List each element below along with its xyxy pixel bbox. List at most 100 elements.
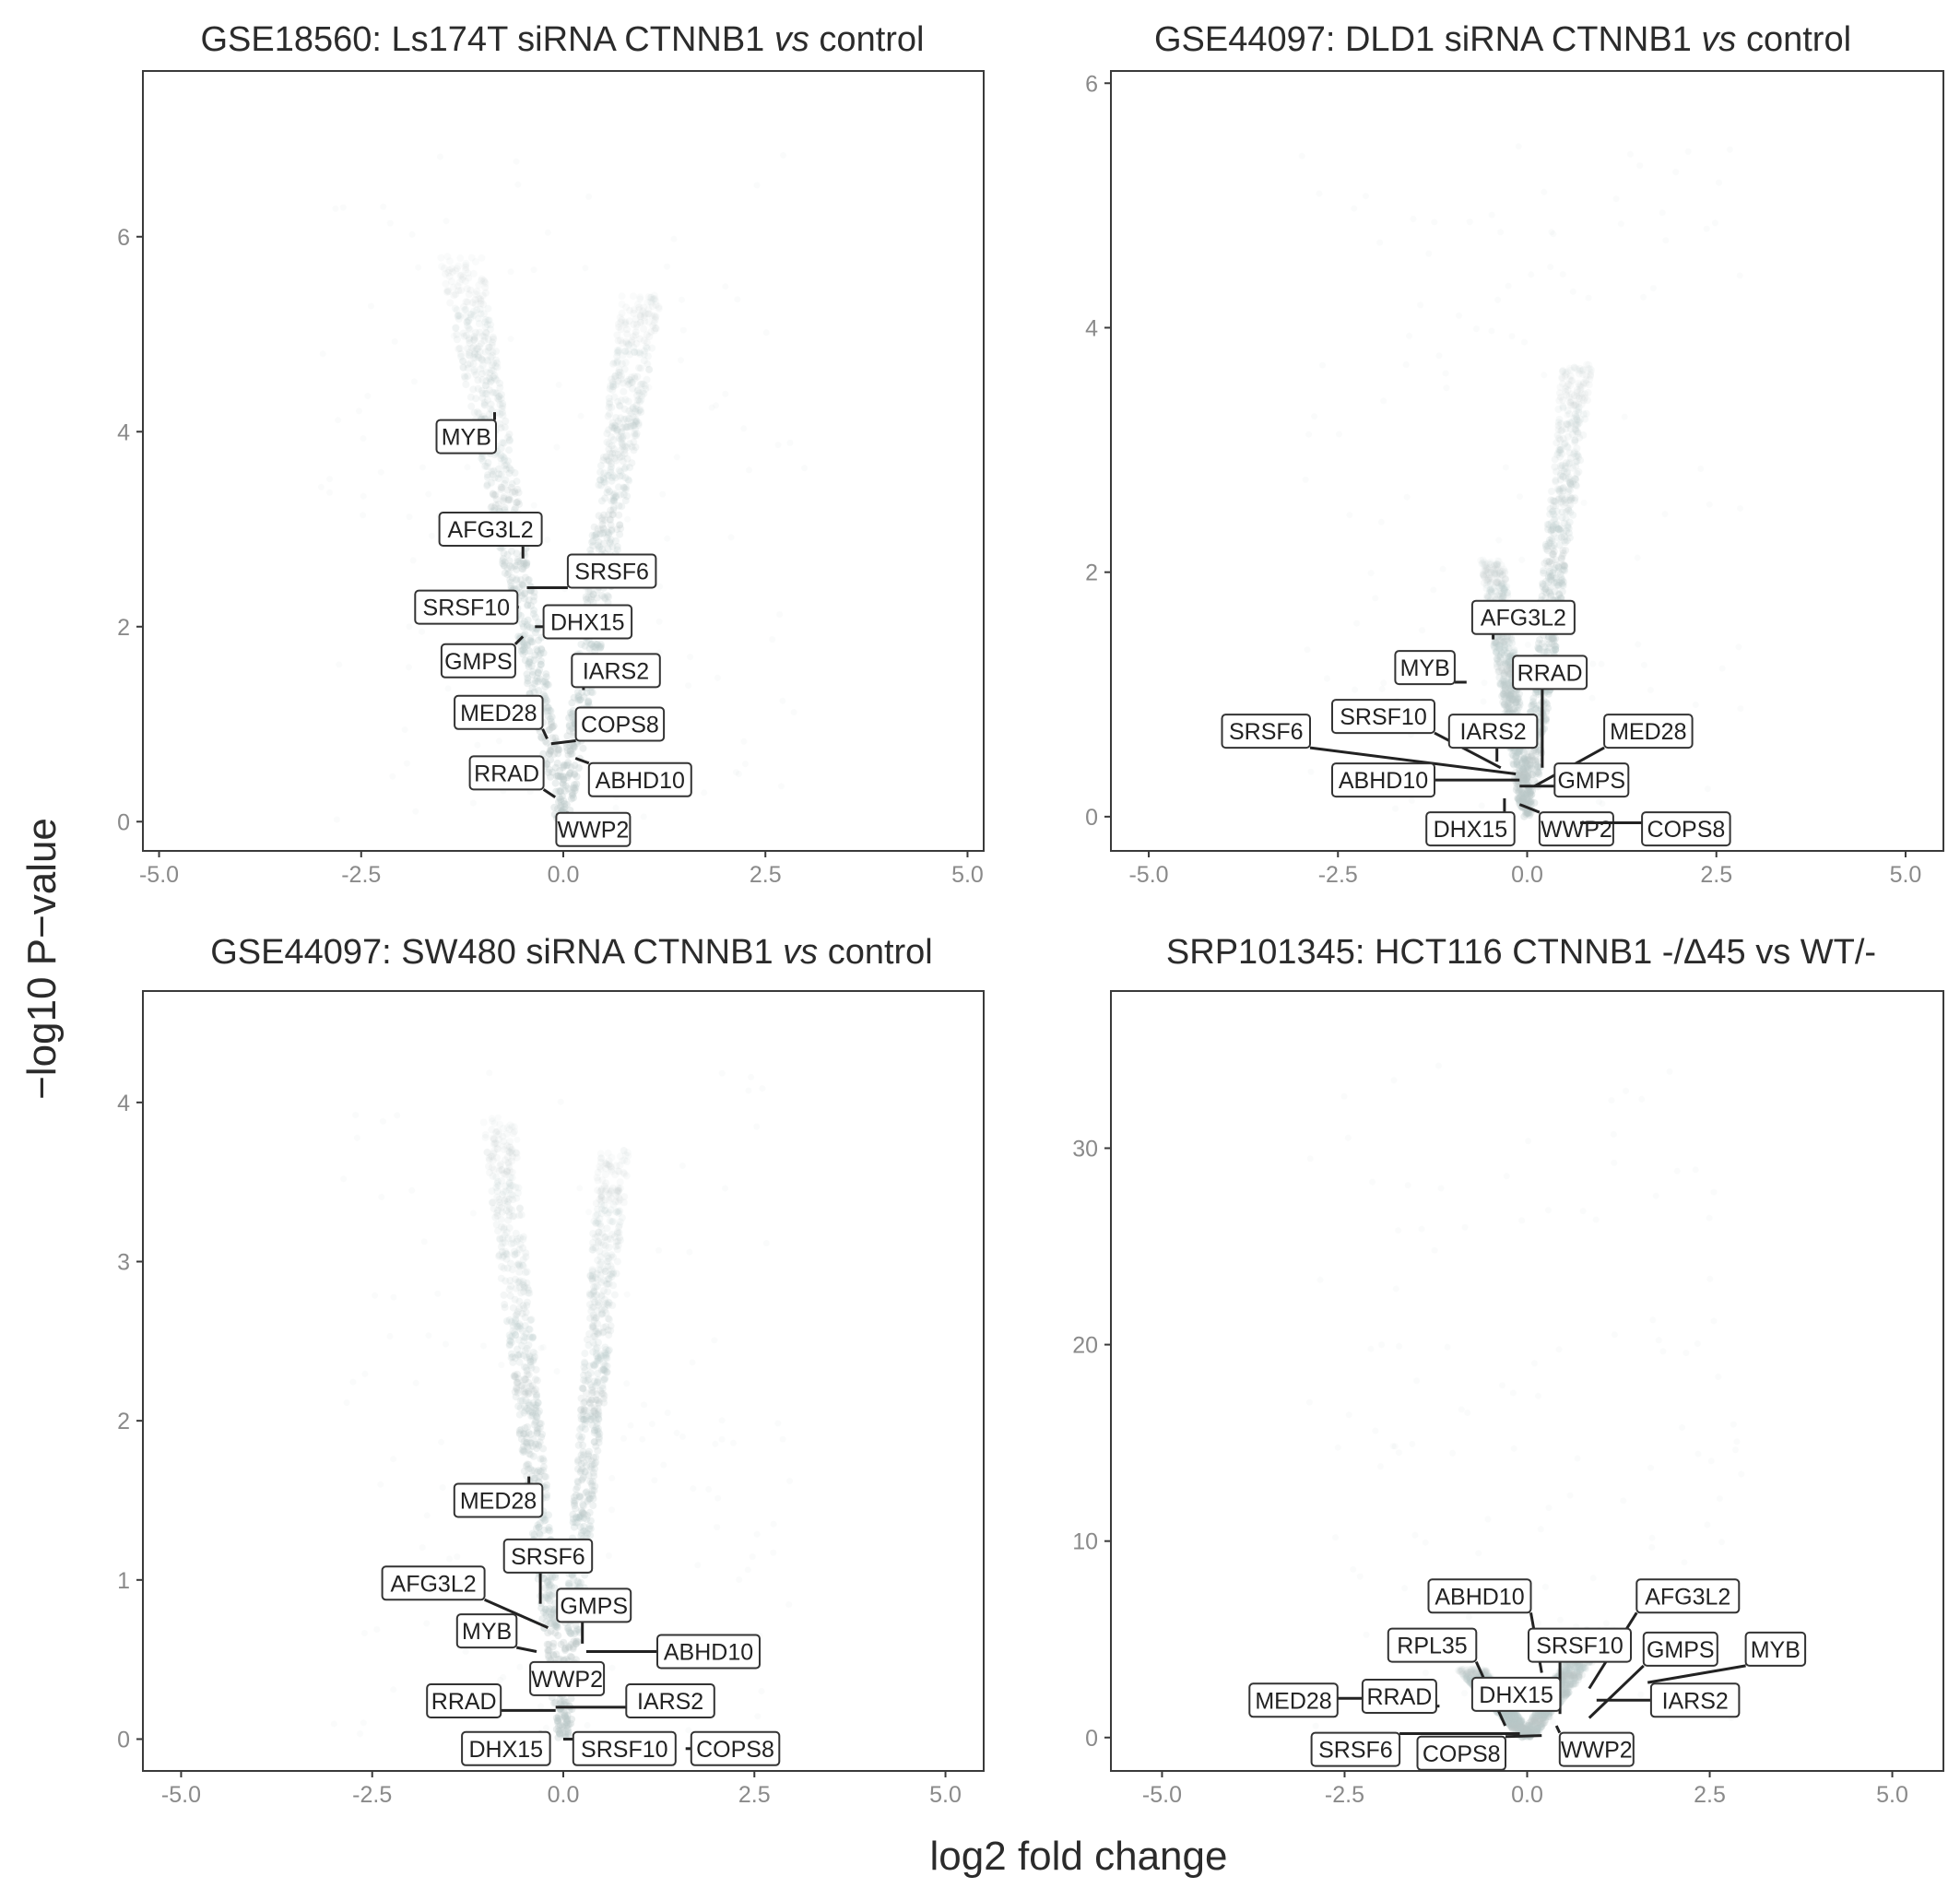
data-point [1503, 707, 1511, 715]
data-point [566, 769, 574, 777]
data-point [547, 720, 555, 728]
data-point [529, 596, 537, 605]
data-point [1515, 770, 1523, 778]
data-point [614, 417, 622, 425]
data-point [1541, 540, 1550, 549]
gene-label: MED28 [453, 1482, 544, 1518]
data-point [536, 1423, 544, 1432]
data-point [557, 1698, 565, 1706]
data-point [524, 1443, 532, 1451]
data-point [625, 341, 633, 349]
data-point [530, 1404, 538, 1412]
data-point [595, 1408, 603, 1416]
data-point [1515, 694, 1523, 702]
data-point [594, 1217, 602, 1225]
data-point [549, 1606, 558, 1614]
data-point [1494, 667, 1503, 676]
data-point [520, 1429, 528, 1437]
data-point [1718, 665, 1726, 672]
data-point [588, 1277, 596, 1285]
data-point [488, 1163, 496, 1172]
data-point [545, 749, 553, 758]
data-point [546, 714, 554, 723]
data-point [1556, 472, 1564, 479]
data-point [605, 472, 613, 480]
data-point [611, 1171, 620, 1179]
data-point [1565, 449, 1574, 457]
data-point [473, 345, 481, 353]
data-point [521, 1314, 529, 1322]
data-point [679, 1162, 686, 1169]
data-point [1532, 770, 1541, 778]
data-point [588, 1271, 596, 1279]
data-point [635, 407, 643, 415]
data-point [1510, 761, 1518, 769]
data-point [508, 1174, 516, 1182]
data-point [575, 1432, 584, 1440]
data-point [1503, 667, 1511, 675]
data-point [550, 1621, 559, 1629]
data-point [560, 805, 568, 813]
gene-label-box [381, 1565, 486, 1601]
data-point [1545, 569, 1553, 577]
data-point [1545, 536, 1553, 544]
data-point [444, 685, 452, 692]
data-point [518, 592, 526, 600]
data-point [1567, 396, 1576, 405]
data-point [537, 1703, 544, 1710]
x-tick-label: 0.0 [548, 1782, 580, 1808]
data-point [1491, 593, 1499, 601]
data-point [564, 759, 573, 767]
data-point [466, 286, 475, 294]
data-point [621, 443, 629, 451]
data-point [590, 1288, 598, 1296]
data-point [1442, 370, 1449, 377]
data-point [1549, 507, 1557, 515]
data-point [1557, 533, 1565, 541]
data-point [643, 375, 651, 384]
data-point [496, 1120, 504, 1128]
data-point [625, 477, 633, 485]
data-point [1550, 637, 1558, 645]
data-point [622, 1172, 631, 1180]
data-point [1559, 473, 1567, 481]
data-point [525, 1407, 533, 1414]
data-point [1484, 560, 1493, 568]
data-point [551, 1622, 559, 1630]
data-point [520, 1430, 528, 1438]
data-point [1513, 698, 1521, 706]
data-point [623, 492, 632, 501]
data-point [632, 443, 640, 452]
data-point [1554, 581, 1563, 589]
data-point [596, 1150, 605, 1158]
data-point [561, 1712, 569, 1720]
data-point [1588, 366, 1596, 374]
data-point [1559, 395, 1567, 404]
data-point [1510, 690, 1517, 698]
data-point [1579, 380, 1588, 388]
plot-frame [142, 70, 985, 852]
data-point [528, 1466, 536, 1474]
y-tick-label: 0 [1085, 805, 1098, 831]
data-point [605, 529, 613, 537]
data-point [1486, 585, 1494, 594]
data-point [480, 336, 489, 345]
data-point [467, 311, 476, 318]
data-point [1500, 587, 1508, 596]
data-point [507, 582, 515, 590]
data-point [640, 350, 648, 359]
data-point [1556, 393, 1564, 401]
data-point [617, 432, 625, 441]
panel-title-part: GSE44097: DLD1 siRNA CTNNB1 [1154, 20, 1701, 59]
data-point [547, 707, 555, 715]
data-point [584, 1491, 592, 1499]
data-point [615, 502, 623, 510]
data-point [1547, 560, 1555, 568]
data-point [606, 397, 614, 406]
data-point [610, 1291, 619, 1299]
data-point [629, 405, 637, 413]
data-point [576, 1493, 584, 1502]
data-point [1505, 702, 1513, 710]
data-point [541, 738, 549, 746]
